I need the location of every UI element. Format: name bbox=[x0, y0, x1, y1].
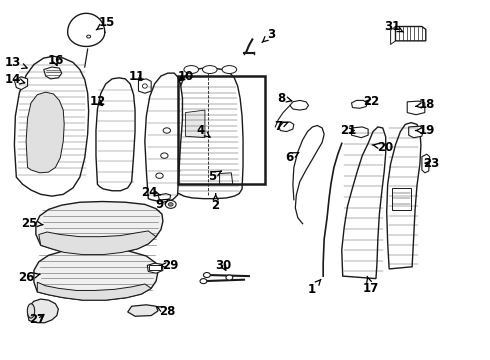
Polygon shape bbox=[147, 263, 163, 273]
Text: 27: 27 bbox=[29, 312, 46, 326]
Text: 18: 18 bbox=[416, 98, 435, 111]
Polygon shape bbox=[185, 110, 205, 138]
Text: 5: 5 bbox=[208, 170, 221, 183]
Polygon shape bbox=[392, 188, 411, 211]
Polygon shape bbox=[37, 282, 151, 300]
Ellipse shape bbox=[200, 279, 207, 284]
Text: 4: 4 bbox=[197, 124, 210, 137]
Text: 1: 1 bbox=[308, 279, 321, 296]
Ellipse shape bbox=[226, 275, 233, 280]
Text: 23: 23 bbox=[423, 157, 440, 170]
Text: 14: 14 bbox=[5, 73, 25, 86]
Polygon shape bbox=[145, 73, 182, 202]
Polygon shape bbox=[342, 127, 386, 279]
Polygon shape bbox=[174, 68, 243, 199]
Text: 3: 3 bbox=[262, 28, 275, 42]
Polygon shape bbox=[407, 101, 425, 115]
Polygon shape bbox=[395, 27, 426, 41]
Polygon shape bbox=[158, 194, 171, 202]
Polygon shape bbox=[39, 231, 156, 255]
Text: 22: 22 bbox=[363, 95, 379, 108]
Polygon shape bbox=[14, 77, 27, 90]
Text: 15: 15 bbox=[96, 16, 116, 30]
Ellipse shape bbox=[87, 35, 91, 38]
Polygon shape bbox=[128, 305, 158, 316]
Text: 24: 24 bbox=[142, 186, 161, 199]
Polygon shape bbox=[26, 92, 64, 173]
Polygon shape bbox=[351, 100, 367, 108]
Bar bbox=[177, 76, 265, 184]
Text: 7: 7 bbox=[274, 120, 288, 133]
Ellipse shape bbox=[143, 84, 147, 88]
Polygon shape bbox=[387, 123, 421, 269]
Polygon shape bbox=[14, 56, 89, 196]
Ellipse shape bbox=[222, 66, 237, 73]
Polygon shape bbox=[139, 79, 151, 93]
Text: 11: 11 bbox=[128, 69, 145, 82]
Text: 12: 12 bbox=[89, 95, 105, 108]
Polygon shape bbox=[34, 249, 158, 300]
Polygon shape bbox=[351, 127, 368, 138]
Text: 29: 29 bbox=[160, 259, 179, 272]
Text: 31: 31 bbox=[385, 20, 403, 33]
Text: 13: 13 bbox=[5, 56, 27, 69]
Polygon shape bbox=[27, 299, 58, 323]
Polygon shape bbox=[44, 67, 62, 79]
Ellipse shape bbox=[163, 128, 171, 133]
Text: 8: 8 bbox=[277, 92, 292, 105]
Ellipse shape bbox=[202, 66, 217, 73]
Polygon shape bbox=[96, 78, 135, 191]
Ellipse shape bbox=[156, 173, 163, 179]
Bar bbox=[149, 265, 161, 270]
Polygon shape bbox=[409, 126, 423, 138]
Ellipse shape bbox=[184, 66, 198, 73]
Ellipse shape bbox=[161, 153, 168, 158]
Text: 26: 26 bbox=[18, 271, 40, 284]
Text: 6: 6 bbox=[285, 151, 299, 164]
Polygon shape bbox=[279, 122, 294, 132]
Polygon shape bbox=[68, 13, 105, 46]
Text: 20: 20 bbox=[372, 140, 394, 153]
Polygon shape bbox=[220, 173, 233, 184]
Text: 28: 28 bbox=[157, 306, 176, 319]
Ellipse shape bbox=[165, 201, 176, 208]
Text: 2: 2 bbox=[212, 194, 220, 212]
Text: 25: 25 bbox=[21, 216, 43, 230]
Text: 17: 17 bbox=[363, 276, 379, 295]
Polygon shape bbox=[290, 100, 309, 110]
Ellipse shape bbox=[27, 304, 35, 318]
Polygon shape bbox=[422, 154, 430, 173]
Text: 30: 30 bbox=[215, 259, 231, 272]
Ellipse shape bbox=[168, 203, 173, 206]
Text: 9: 9 bbox=[155, 198, 169, 211]
Text: 10: 10 bbox=[177, 69, 194, 82]
Polygon shape bbox=[36, 202, 163, 255]
Text: 21: 21 bbox=[341, 124, 357, 137]
Text: 16: 16 bbox=[47, 54, 64, 67]
Ellipse shape bbox=[203, 273, 210, 278]
Text: 19: 19 bbox=[416, 124, 435, 137]
